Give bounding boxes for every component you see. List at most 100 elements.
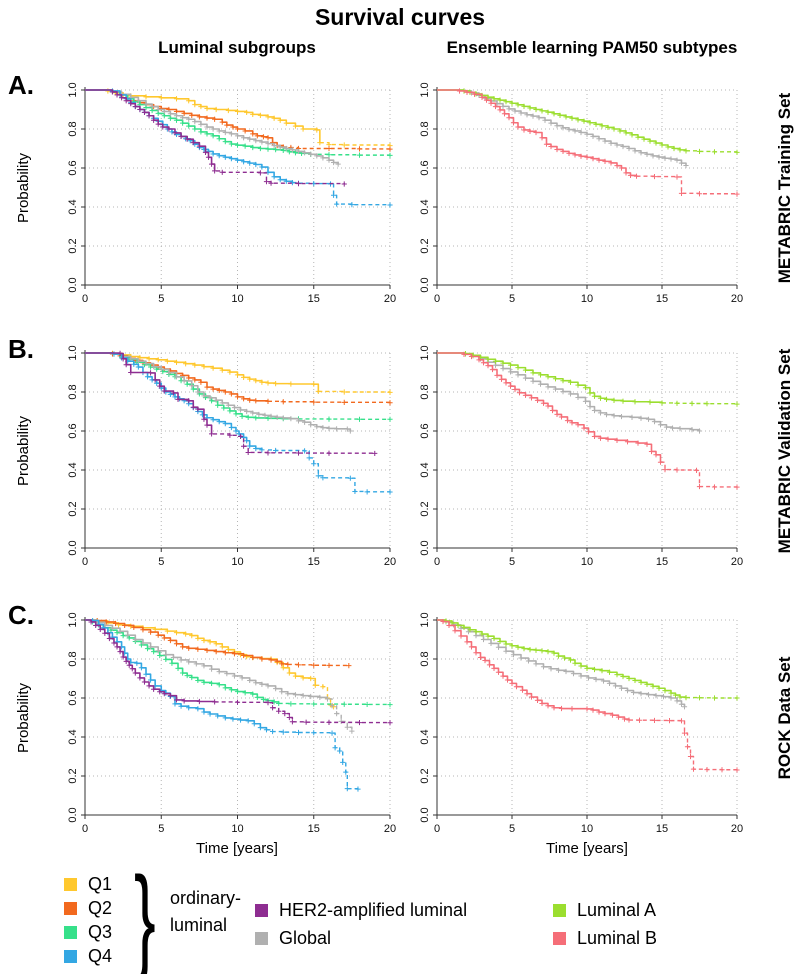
legend-label-her2: HER2-amplified luminal bbox=[279, 900, 468, 920]
legend-label-global: Global bbox=[279, 928, 332, 948]
legend-swatch-her2 bbox=[255, 904, 268, 917]
dataset-label-metabric-training: METABRIC Training Set bbox=[775, 92, 794, 284]
svg-text:0.2: 0.2 bbox=[419, 768, 431, 783]
svg-text:20: 20 bbox=[731, 823, 743, 835]
svg-text:0.8: 0.8 bbox=[419, 121, 431, 136]
svg-text:0.4: 0.4 bbox=[67, 462, 79, 477]
legend-swatch-global bbox=[255, 932, 268, 945]
svg-text:5: 5 bbox=[158, 293, 164, 305]
svg-text:0.0: 0.0 bbox=[67, 277, 79, 292]
svg-text:0.0: 0.0 bbox=[419, 277, 431, 292]
legend-swatch-q2 bbox=[64, 902, 77, 915]
legend-brace: } bbox=[134, 853, 156, 974]
svg-text:0.4: 0.4 bbox=[419, 199, 431, 214]
svg-text:0.6: 0.6 bbox=[419, 690, 431, 705]
survival-plot-row-b-pam50-subtypes: 0.0 0.2 0.4 0.6 0.8 1.0 0 5 10 15 20 bbox=[419, 345, 743, 568]
svg-text:20: 20 bbox=[731, 293, 743, 305]
svg-text:0.0: 0.0 bbox=[67, 540, 79, 555]
svg-text:0: 0 bbox=[82, 823, 88, 835]
x-axis-label-left: Time [years] bbox=[196, 840, 278, 857]
svg-text:0.2: 0.2 bbox=[67, 501, 79, 516]
svg-text:1.0: 1.0 bbox=[419, 612, 431, 627]
svg-text:0.8: 0.8 bbox=[419, 384, 431, 399]
legend-swatch-q1 bbox=[64, 878, 77, 891]
svg-text:0.2: 0.2 bbox=[419, 238, 431, 253]
svg-text:1.0: 1.0 bbox=[419, 82, 431, 97]
svg-text:10: 10 bbox=[581, 823, 593, 835]
svg-text:0.6: 0.6 bbox=[67, 690, 79, 705]
legend-label-q3: Q3 bbox=[88, 922, 113, 942]
svg-text:1.0: 1.0 bbox=[419, 345, 431, 360]
svg-text:0.8: 0.8 bbox=[67, 121, 79, 136]
svg-text:20: 20 bbox=[384, 556, 396, 568]
svg-text:1.0: 1.0 bbox=[67, 82, 79, 97]
x-axis-label-right: Time [years] bbox=[546, 840, 628, 857]
survival-plot-row-b-luminal-subgroups: 0.0 0.2 0.4 0.6 0.8 1.0 0 5 10 15 20 bbox=[67, 345, 396, 568]
legend-label-luminal-b: Luminal B bbox=[577, 928, 658, 948]
svg-text:15: 15 bbox=[656, 556, 668, 568]
y-axis-label-row-c: Probability bbox=[15, 682, 32, 754]
figure-title: Survival curves bbox=[314, 4, 486, 30]
svg-text:10: 10 bbox=[231, 823, 243, 835]
svg-text:0: 0 bbox=[434, 823, 440, 835]
survival-plot-row-c-luminal-subgroups: 0.0 0.2 0.4 0.6 0.8 1.0 0 5 10 15 20 bbox=[67, 612, 396, 835]
svg-text:0.0: 0.0 bbox=[419, 540, 431, 555]
dataset-label-metabric-validation: METABRIC Validation Set bbox=[775, 348, 794, 554]
legend-brace-label-line1: ordinary- bbox=[170, 888, 242, 908]
legend-label-q2: Q2 bbox=[88, 898, 113, 918]
svg-text:0.6: 0.6 bbox=[419, 423, 431, 438]
svg-text:10: 10 bbox=[581, 293, 593, 305]
svg-text:0.2: 0.2 bbox=[67, 768, 79, 783]
svg-text:20: 20 bbox=[731, 556, 743, 568]
svg-text:0: 0 bbox=[82, 293, 88, 305]
svg-text:10: 10 bbox=[231, 556, 243, 568]
row-label-c: C. bbox=[8, 600, 34, 630]
legend-swatch-luminal-b bbox=[553, 932, 566, 945]
svg-text:1.0: 1.0 bbox=[67, 612, 79, 627]
survival-plot-row-a-pam50-subtypes: 0.0 0.2 0.4 0.6 0.8 1.0 0 5 10 15 20 bbox=[419, 82, 743, 305]
svg-text:0.2: 0.2 bbox=[67, 238, 79, 253]
svg-text:5: 5 bbox=[509, 293, 515, 305]
row-label-a: A. bbox=[8, 70, 34, 100]
svg-text:0: 0 bbox=[434, 293, 440, 305]
svg-text:5: 5 bbox=[158, 556, 164, 568]
svg-text:0: 0 bbox=[82, 556, 88, 568]
column-header-luminal-subgroups: Luminal subgroups bbox=[158, 38, 316, 57]
dataset-label-rock: ROCK Data Set bbox=[775, 656, 794, 780]
svg-text:15: 15 bbox=[308, 823, 320, 835]
legend-label-luminal-a: Luminal A bbox=[577, 900, 657, 920]
legend-label-q1: Q1 bbox=[88, 874, 113, 894]
svg-text:0.0: 0.0 bbox=[419, 807, 431, 822]
legend-swatch-q3 bbox=[64, 926, 77, 939]
svg-text:1.0: 1.0 bbox=[67, 345, 79, 360]
survival-plot-row-a-luminal-subgroups: 0.0 0.2 0.4 0.6 0.8 1.0 0 5 10 15 20 bbox=[67, 82, 396, 305]
survival-plot-row-c-pam50-subtypes: 0.0 0.2 0.4 0.6 0.8 1.0 0 5 10 15 20 bbox=[419, 612, 743, 835]
svg-text:10: 10 bbox=[581, 556, 593, 568]
y-axis-label-row-b: Probability bbox=[15, 415, 32, 487]
svg-text:20: 20 bbox=[384, 823, 396, 835]
row-label-b: B. bbox=[8, 334, 34, 364]
svg-text:5: 5 bbox=[509, 823, 515, 835]
svg-text:0: 0 bbox=[434, 556, 440, 568]
svg-text:20: 20 bbox=[384, 293, 396, 305]
column-header-pam50-subtypes: Ensemble learning PAM50 subtypes bbox=[446, 38, 738, 57]
svg-text:0.4: 0.4 bbox=[419, 729, 431, 744]
svg-text:15: 15 bbox=[656, 293, 668, 305]
svg-text:0.0: 0.0 bbox=[67, 807, 79, 822]
svg-text:0.6: 0.6 bbox=[419, 160, 431, 175]
svg-text:0.8: 0.8 bbox=[419, 651, 431, 666]
svg-text:0.2: 0.2 bbox=[419, 501, 431, 516]
svg-text:0.6: 0.6 bbox=[67, 423, 79, 438]
legend-swatch-q4 bbox=[64, 950, 77, 963]
svg-text:10: 10 bbox=[231, 293, 243, 305]
svg-text:0.4: 0.4 bbox=[67, 729, 79, 744]
svg-text:0.4: 0.4 bbox=[419, 462, 431, 477]
svg-text:5: 5 bbox=[158, 823, 164, 835]
svg-text:15: 15 bbox=[656, 823, 668, 835]
svg-text:15: 15 bbox=[308, 556, 320, 568]
svg-text:5: 5 bbox=[509, 556, 515, 568]
legend-brace-label-line2: luminal bbox=[170, 915, 228, 935]
y-axis-label-row-a: Probability bbox=[15, 152, 32, 224]
svg-text:15: 15 bbox=[308, 293, 320, 305]
